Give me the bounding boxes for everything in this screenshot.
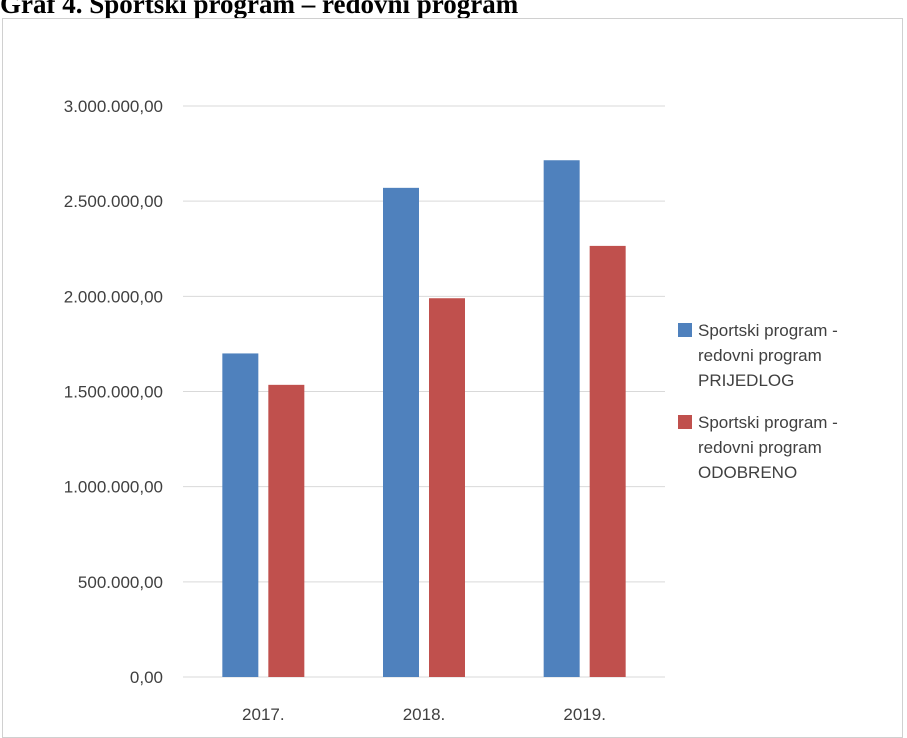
y-tick-label: 2.000.000,00 [64,287,163,306]
chart-title: Graf 4. Sportski program – redovni progr… [0,0,519,19]
bar-chart: 0,00 500.000,00 1.000.000,00 1.500.000,00 2.… [64,97,665,723]
bar-odobreno-2018 [429,298,465,677]
y-tick-label: 2.500.000,00 [64,192,163,211]
legend-item-odobreno: Sportski program - redovni program ODOBR… [678,410,893,485]
x-tick-label: 2017. [242,705,285,723]
x-tick-label: 2019. [563,705,606,723]
y-tick-label: 1.500.000,00 [64,383,163,402]
bar-prijedlog-2019 [543,160,580,677]
y-axis-ticks: 0,00 500.000,00 1.000.000,00 1.500.000,00 2.… [64,97,163,687]
y-tick-label: 500.000,00 [78,573,163,592]
x-tick-label: 2018. [403,705,446,723]
legend-item-prijedlog: Sportski program - redovni program PRIJE… [678,318,893,393]
legend-label-prijedlog: Sportski program - redovni program PRIJE… [698,321,838,390]
y-tick-label: 0,00 [130,668,163,687]
y-tick-label: 1.000.000,00 [64,478,163,497]
legend-swatch-odobreno [678,415,692,429]
bar-odobreno-2017 [268,384,305,677]
legend-swatch-prijedlog [678,323,692,337]
legend: Sportski program - redovni program PRIJE… [678,318,893,502]
bar-prijedlog-2018 [383,187,419,678]
bar-odobreno-2019 [589,245,626,677]
bars [222,160,626,678]
bar-prijedlog-2017 [222,353,259,677]
legend-label-odobreno: Sportski program - redovni program ODOBR… [698,413,838,482]
y-tick-label: 3.000.000,00 [64,97,163,116]
x-axis-ticks: 2017. 2018. 2019. [242,705,606,723]
gridlines [183,105,665,678]
